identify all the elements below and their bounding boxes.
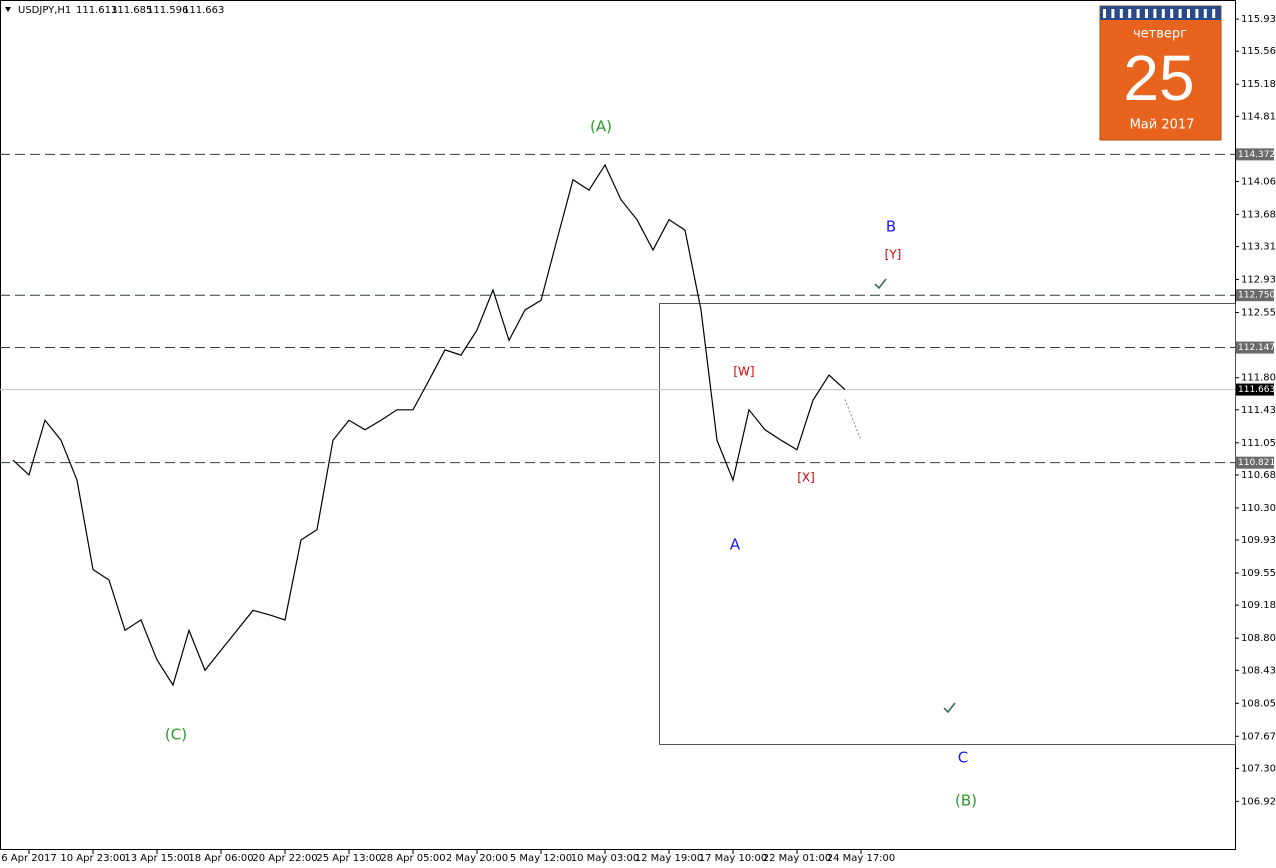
calendar-month: Май 2017 xyxy=(1130,118,1195,133)
y-tick-label: 113.680 xyxy=(1241,209,1276,220)
y-tick-label: 111.430 xyxy=(1241,405,1276,416)
y-tick-label: 112.550 xyxy=(1241,308,1276,319)
y-tick-label: 111.800 xyxy=(1241,373,1276,384)
x-tick-label: 20 Apr 22:00 xyxy=(252,853,317,864)
y-tick-label: 108.430 xyxy=(1241,665,1276,676)
calendar-day: 25 xyxy=(1123,42,1194,114)
y-tick-label: 114.810 xyxy=(1241,111,1276,122)
wave-label: C xyxy=(958,749,968,767)
level-label: 112.750 xyxy=(1238,291,1275,301)
wave-label: [X] xyxy=(797,471,815,485)
y-tick-label: 111.050 xyxy=(1241,438,1276,449)
level-label-box xyxy=(1236,341,1274,354)
symbol-title: USDJPY,H1 xyxy=(18,5,71,16)
y-tick-label: 109.180 xyxy=(1241,600,1276,611)
x-tick-label: 28 Apr 05:00 xyxy=(380,853,445,864)
wave-label: B xyxy=(886,218,896,236)
ohlc-high: 111.685 xyxy=(111,5,152,16)
calendar-ring xyxy=(1161,9,1165,18)
wave-label: (C) xyxy=(165,726,187,744)
x-tick-label: 24 May 17:00 xyxy=(827,853,896,864)
y-tick-label: 114.060 xyxy=(1241,176,1276,187)
y-tick-label: 107.670 xyxy=(1241,731,1276,742)
y-tick-label: 109.550 xyxy=(1241,568,1276,579)
x-tick-label: 6 Apr 2017 xyxy=(1,853,56,864)
calendar-ring xyxy=(1153,9,1157,18)
ohlc-low: 111.596 xyxy=(147,5,188,16)
calendar-ring xyxy=(1145,9,1148,18)
calendar-widget: четверг 25 Май 2017 xyxy=(1099,5,1222,141)
y-tick-label: 107.300 xyxy=(1241,763,1276,774)
lines-layer xyxy=(0,153,1235,735)
calendar-ring xyxy=(1136,9,1140,18)
x-tick-label: 17 May 10:00 xyxy=(699,853,768,864)
x-tick-label: 5 May 12:00 xyxy=(510,853,572,864)
x-tick-label: 10 Apr 23:00 xyxy=(60,853,125,864)
level-label-box xyxy=(1236,148,1274,161)
wave-label: A xyxy=(730,536,741,554)
y-tick-label: 115.930 xyxy=(1241,14,1276,25)
wave-label: [W] xyxy=(733,365,754,379)
wave-label: (A) xyxy=(590,118,612,136)
level-label-box xyxy=(1236,289,1274,302)
y-tick-label: 110.300 xyxy=(1241,503,1276,514)
x-tick-label: 10 May 03:00 xyxy=(571,853,640,864)
x-tick-label: 2 May 20:00 xyxy=(446,853,508,864)
ohlc-open: 111.613 xyxy=(76,5,117,16)
calendar-ring xyxy=(1212,9,1216,18)
check-mark xyxy=(943,702,956,714)
y-tick-label: 115.180 xyxy=(1241,79,1276,90)
y-tick-label: 108.050 xyxy=(1241,698,1276,709)
y-tick-label: 113.310 xyxy=(1241,242,1276,253)
level-label: 112.147 xyxy=(1238,343,1275,353)
x-tick-label: 18 Apr 06:00 xyxy=(188,853,253,864)
price-line xyxy=(12,163,846,687)
y-tick-label: 112.930 xyxy=(1241,275,1276,286)
x-tick-label: 25 Apr 13:00 xyxy=(316,853,381,864)
wave-label: (B) xyxy=(955,792,977,810)
calendar-ring xyxy=(1103,9,1106,18)
check-mark xyxy=(874,278,887,290)
calendar-ring xyxy=(1128,9,1132,18)
calendar-ring xyxy=(1119,9,1123,18)
x-tick-label: 12 May 19:00 xyxy=(635,853,704,864)
level-label-box xyxy=(1236,456,1274,469)
x-tick-label: 13 Apr 15:00 xyxy=(124,853,189,864)
x-tick-label: 22 May 01:00 xyxy=(763,853,832,864)
level-label: 110.821 xyxy=(1238,458,1275,468)
calendar-ring xyxy=(1111,9,1115,18)
calendar-ring xyxy=(1170,9,1174,18)
level-label: 114.372 xyxy=(1238,150,1275,160)
y-tick-label: 108.800 xyxy=(1241,633,1276,644)
ohlc-close: 111.663 xyxy=(183,5,224,16)
range-box xyxy=(659,303,1236,745)
calendar-weekday: четверг xyxy=(1133,27,1187,42)
menu-triangle xyxy=(5,7,11,12)
wave-label: [Y] xyxy=(885,248,902,262)
current-price-label: 111.663 xyxy=(1238,385,1275,395)
calendar-ring xyxy=(1195,9,1199,18)
y-tick-label: 110.680 xyxy=(1241,470,1276,481)
y-tick-label: 115.560 xyxy=(1241,46,1276,57)
current-price-box xyxy=(1236,383,1274,396)
calendar-ring xyxy=(1187,9,1190,18)
calendar-rings-bar xyxy=(1100,6,1221,20)
y-tick-label: 106.920 xyxy=(1241,796,1276,807)
y-tick-label: 109.930 xyxy=(1241,535,1276,546)
calendar-ring xyxy=(1178,9,1182,18)
plot-border xyxy=(0,0,1236,850)
calendar-ring xyxy=(1203,9,1207,18)
